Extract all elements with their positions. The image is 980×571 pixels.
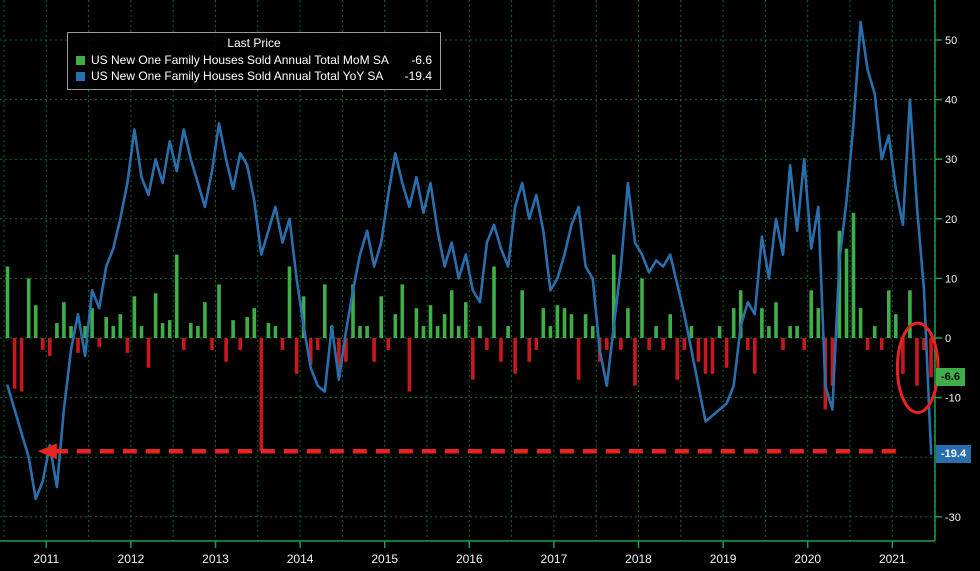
x-axis-label: 2014 (287, 552, 314, 566)
x-axis-label: 2020 (794, 552, 821, 566)
legend-row-mom: US New One Family Houses Sold Annual Tot… (76, 52, 432, 68)
y-axis-label: 10 (945, 273, 957, 285)
x-axis-label: 2012 (118, 552, 145, 566)
x-axis-label: 2015 (371, 552, 398, 566)
annotation-arrow (37, 443, 901, 460)
y-axis-label: 0 (945, 333, 951, 345)
annotation-ellipse (895, 321, 940, 414)
axes: 50403020100-10-20-3020112012201320142015… (0, 0, 961, 566)
legend-value-yoy: -19.4 (404, 69, 432, 83)
mom-bars (5, 212, 933, 452)
x-axis-label: 2021 (879, 552, 906, 566)
legend-box: Last Price US New One Family Houses Sold… (67, 32, 441, 90)
y-axis-label: 30 (945, 154, 957, 166)
x-axis-label: 2017 (541, 552, 568, 566)
x-axis-label: 2018 (625, 552, 652, 566)
last-price-badge-yoy: -19.4 (936, 445, 972, 463)
y-axis-label: -30 (945, 512, 961, 524)
legend-title: Last Price (227, 36, 281, 50)
y-axis-label: 20 (945, 214, 957, 226)
legend-row-yoy: US New One Family Houses Sold Annual Tot… (76, 68, 432, 84)
y-axis-label: 40 (945, 95, 957, 107)
yoy-series-swatch-icon (76, 71, 85, 81)
legend-label-mom: US New One Family Houses Sold Annual Tot… (91, 53, 389, 67)
mom-series-swatch-icon (76, 55, 85, 65)
y-axis-label: -10 (945, 393, 961, 405)
legend-value-mom: -6.6 (411, 53, 432, 67)
last-price-badge-mom: -6.6 (936, 368, 965, 386)
x-axis-label: 2019 (710, 552, 737, 566)
x-axis-label: 2011 (33, 552, 59, 566)
x-axis-label: 2016 (456, 552, 483, 566)
legend-label-yoy: US New One Family Houses Sold Annual Tot… (91, 69, 384, 83)
x-axis-label: 2013 (202, 552, 229, 566)
y-axis-label: 50 (945, 35, 957, 47)
yoy-line (6, 20, 933, 501)
